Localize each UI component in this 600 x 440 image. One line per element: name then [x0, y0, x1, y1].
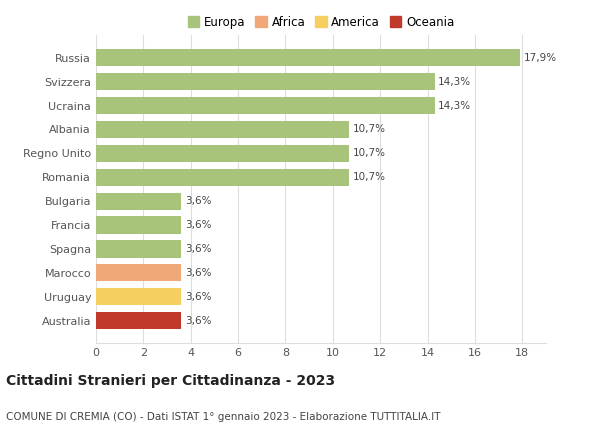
Text: 3,6%: 3,6% — [185, 292, 211, 302]
Bar — [96, 240, 181, 257]
Text: Cittadini Stranieri per Cittadinanza - 2023: Cittadini Stranieri per Cittadinanza - 2… — [6, 374, 335, 388]
Bar — [96, 216, 181, 234]
Bar — [96, 312, 181, 329]
Legend: Europa, Africa, America, Oceania: Europa, Africa, America, Oceania — [185, 13, 457, 31]
Text: 3,6%: 3,6% — [185, 220, 211, 230]
Text: 17,9%: 17,9% — [523, 53, 557, 63]
Text: 14,3%: 14,3% — [438, 101, 472, 110]
Text: 10,7%: 10,7% — [353, 172, 386, 182]
Text: 3,6%: 3,6% — [185, 244, 211, 254]
Bar — [96, 264, 181, 282]
Bar — [96, 49, 520, 66]
Bar — [96, 97, 434, 114]
Text: COMUNE DI CREMIA (CO) - Dati ISTAT 1° gennaio 2023 - Elaborazione TUTTITALIA.IT: COMUNE DI CREMIA (CO) - Dati ISTAT 1° ge… — [6, 412, 440, 422]
Bar — [96, 121, 349, 138]
Text: 3,6%: 3,6% — [185, 268, 211, 278]
Bar — [96, 193, 181, 210]
Text: 10,7%: 10,7% — [353, 125, 386, 135]
Text: 10,7%: 10,7% — [353, 148, 386, 158]
Bar — [96, 145, 349, 162]
Text: 3,6%: 3,6% — [185, 196, 211, 206]
Text: 14,3%: 14,3% — [438, 77, 472, 87]
Bar — [96, 73, 434, 90]
Bar — [96, 169, 349, 186]
Text: 3,6%: 3,6% — [185, 315, 211, 326]
Bar — [96, 288, 181, 305]
